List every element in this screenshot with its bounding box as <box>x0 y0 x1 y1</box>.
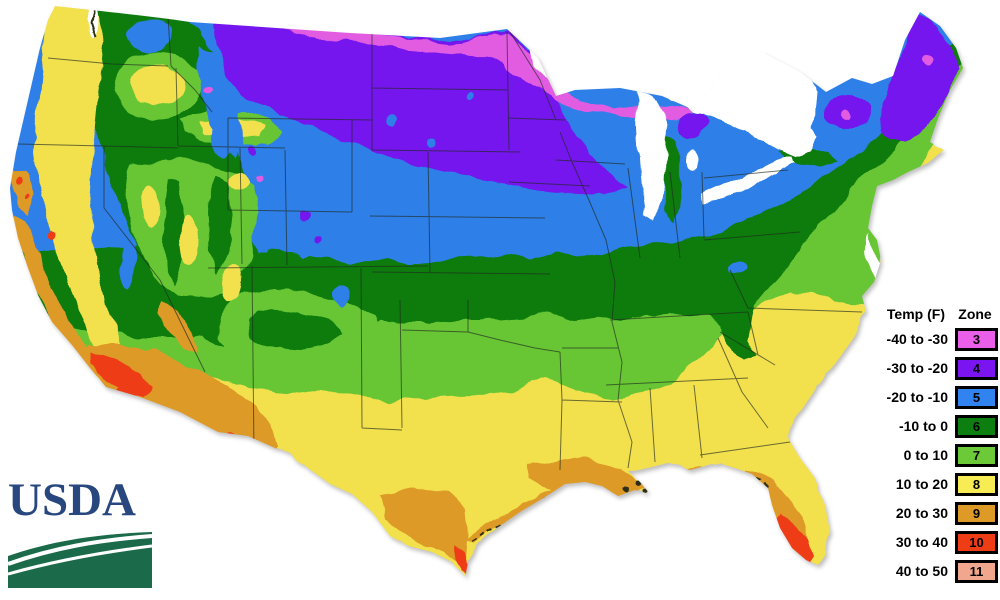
legend-temp-label: 30 to 40 <box>895 534 948 550</box>
lake-michigan <box>635 92 667 220</box>
legend: Temp (F) Zone -40 to -30 3 -30 to -20 4 … <box>858 306 998 588</box>
legend-zone-swatch: 7 <box>955 443 998 467</box>
legend-zone-number: 3 <box>972 331 981 347</box>
legend-zone-swatch: 5 <box>955 385 998 409</box>
lake-erie <box>700 155 797 204</box>
usda-logo-hills-icon <box>8 532 152 588</box>
legend-temp-label: -10 to 0 <box>898 418 948 434</box>
zone6-mitten-shore <box>663 135 683 222</box>
legend-zone-swatch: 4 <box>955 356 998 380</box>
legend-row: 20 to 30 9 <box>858 501 998 525</box>
zone10-san-diego <box>116 386 128 398</box>
zone5-upper-peninsula <box>568 85 632 99</box>
legend-zone-swatch: 6 <box>955 414 998 438</box>
zone9-oregon-coast <box>10 168 32 215</box>
saginaw-bay <box>685 147 699 169</box>
zone7-cape-cod <box>913 145 923 155</box>
legend-row: 10 to 20 8 <box>858 472 998 496</box>
legend-zone-number: 9 <box>972 505 981 521</box>
legend-rows: -40 to -30 3 -30 to -20 4 -20 to -10 5 -… <box>858 327 998 583</box>
legend-zone-number: 11 <box>969 563 984 579</box>
legend-zone-number: 5 <box>972 389 981 405</box>
zone5-wv-highlands <box>729 262 747 274</box>
zone5-north-cascades <box>128 18 172 52</box>
legend-zone-number: 10 <box>969 534 984 550</box>
legend-zone-header: Zone <box>958 306 992 322</box>
legend-row: -20 to -10 5 <box>858 385 998 409</box>
state-borders <box>17 15 863 471</box>
legend-zone-number: 4 <box>972 360 981 376</box>
legend-row: -40 to -30 3 <box>858 327 998 351</box>
zone4-maine <box>878 14 960 144</box>
usda-logo-text: USDA <box>8 474 136 526</box>
legend-zone-swatch: 11 <box>955 559 998 583</box>
zone9-south-texas <box>378 490 468 568</box>
zone8-central-valley <box>57 212 118 348</box>
legend-temp-label: -40 to -30 <box>886 331 948 347</box>
zone10-south-florida <box>772 515 813 566</box>
zone9-louisiana <box>528 458 640 494</box>
legend-row: 40 to 50 11 <box>858 559 998 583</box>
zone10-la-basin <box>92 352 150 396</box>
legend-zone-swatch: 9 <box>955 501 998 525</box>
legend-temp-label: 0 to 10 <box>903 447 948 463</box>
zone10-phoenix <box>223 433 241 451</box>
zone5-sierra <box>121 236 135 288</box>
legend-header: Temp (F) Zone <box>858 306 998 322</box>
legend-row: -30 to -20 4 <box>858 356 998 380</box>
legend-row: 0 to 10 7 <box>858 443 998 467</box>
legend-temp-label: -30 to -20 <box>886 360 948 376</box>
legend-zone-swatch: 10 <box>955 530 998 554</box>
zone10-texas-tip <box>454 544 469 578</box>
legend-zone-swatch: 3 <box>955 327 998 351</box>
zone8-pacific-coast <box>34 6 135 374</box>
usda-logo: USDA <box>8 477 160 588</box>
legend-temp-label: 20 to 30 <box>895 505 948 521</box>
zone9-california-coast <box>14 215 102 376</box>
legend-temp-label: -20 to -10 <box>886 389 948 405</box>
legend-zone-number: 8 <box>972 476 981 492</box>
legend-zone-number: 6 <box>972 418 981 434</box>
zone3-maine-patch <box>922 52 934 64</box>
legend-zone-number: 7 <box>972 447 981 463</box>
legend-row: 30 to 40 10 <box>858 530 998 554</box>
legend-temp-label: 10 to 20 <box>895 476 948 492</box>
legend-zone-swatch: 8 <box>955 472 998 496</box>
zone4-north-mitten <box>675 112 705 136</box>
zone3-strip <box>262 20 694 120</box>
florida-keys <box>795 577 801 578</box>
zone3-adirondack-patch <box>841 111 851 121</box>
zone6-mogollon <box>248 310 345 350</box>
legend-row: -10 to 0 6 <box>858 414 998 438</box>
legend-temp-label: 40 to 50 <box>895 563 948 579</box>
zone10-sf-bay <box>45 228 55 238</box>
legend-temp-header: Temp (F) <box>886 306 945 322</box>
zone9-lower-colorado <box>158 300 196 352</box>
